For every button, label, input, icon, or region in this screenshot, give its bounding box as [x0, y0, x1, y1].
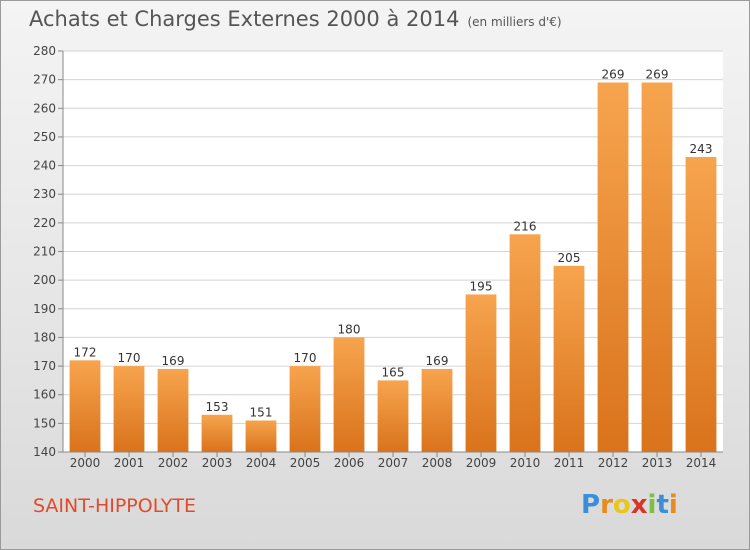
proxiti-logo[interactable]: Proxiti — [581, 490, 678, 520]
bar — [509, 234, 541, 452]
bar — [69, 360, 101, 452]
x-tick-label: 2003 — [202, 456, 233, 470]
x-tick-label: 2002 — [158, 456, 189, 470]
logo-letter: r — [600, 490, 613, 520]
x-tick-label: 2005 — [290, 456, 321, 470]
data-label: 153 — [206, 400, 229, 414]
x-tick-label: 2012 — [598, 456, 629, 470]
chart-unit: (en milliers d'€) — [467, 15, 562, 29]
y-tick-label: 230 — [33, 187, 56, 201]
bar — [641, 82, 673, 452]
data-label: 169 — [162, 354, 185, 368]
y-tick-label: 200 — [33, 273, 56, 287]
y-tick-label: 180 — [33, 330, 56, 344]
bar-layer — [69, 82, 717, 457]
logo-letter: i — [647, 490, 657, 520]
commune-name: SAINT-HIPPOLYTE — [33, 495, 196, 517]
bar — [333, 337, 365, 452]
y-tick-label: 240 — [33, 159, 56, 173]
bar — [377, 380, 409, 452]
data-label: 170 — [294, 351, 317, 365]
bar — [597, 82, 629, 452]
data-label: 205 — [558, 251, 581, 265]
y-tick-label: 220 — [33, 216, 56, 230]
bar — [113, 366, 145, 452]
bar — [201, 414, 233, 452]
logo-letter: P — [581, 490, 601, 520]
y-tick-label: 140 — [33, 445, 56, 459]
data-label: 169 — [426, 354, 449, 368]
x-tick-label: 2010 — [510, 456, 541, 470]
x-tick-label: 2008 — [422, 456, 453, 470]
label-layer: 172 2000 170 2001 169 2002 153 2003 151 2004 170 20… — [70, 68, 717, 470]
x-tick-label: 2001 — [114, 456, 145, 470]
chart-title-text: Achats et Charges Externes 2000 à 2014 — [29, 7, 460, 31]
data-label: 243 — [690, 142, 713, 156]
data-label: 165 — [382, 365, 405, 379]
y-tick-label: 210 — [33, 245, 56, 259]
y-tick-label: 150 — [33, 416, 56, 430]
data-label: 195 — [470, 279, 493, 293]
data-label: 170 — [118, 351, 141, 365]
y-tick-label: 280 — [33, 44, 56, 58]
data-label: 151 — [250, 405, 273, 419]
y-tick-label: 260 — [33, 101, 56, 115]
x-tick-label: 2006 — [334, 456, 365, 470]
logo-letter: t — [656, 490, 669, 520]
data-label: 269 — [646, 68, 669, 82]
y-tick-label: 190 — [33, 302, 56, 316]
bar — [553, 265, 585, 452]
x-tick-label: 2014 — [686, 456, 717, 470]
data-label: 180 — [338, 322, 361, 336]
chart-title: Achats et Charges Externes 2000 à 2014 (e… — [29, 7, 562, 31]
y-tick-label: 170 — [33, 359, 56, 373]
data-label: 216 — [514, 219, 537, 233]
data-label: 172 — [74, 345, 97, 359]
x-tick-label: 2011 — [554, 456, 585, 470]
data-label: 269 — [602, 68, 625, 82]
bar — [245, 420, 277, 452]
logo-letter: x — [630, 490, 648, 520]
logo-letter: o — [612, 490, 631, 520]
x-tick-label: 2004 — [246, 456, 277, 470]
x-tick-label: 2000 — [70, 456, 101, 470]
logo-letter: i — [668, 490, 678, 520]
y-tick-label: 160 — [33, 388, 56, 402]
x-tick-label: 2009 — [466, 456, 497, 470]
bar — [289, 366, 321, 452]
bar — [685, 156, 717, 452]
y-tick-label: 250 — [33, 130, 56, 144]
x-tick-label: 2013 — [642, 456, 673, 470]
bar — [421, 368, 453, 452]
x-tick-label: 2007 — [378, 456, 409, 470]
bar — [157, 368, 189, 452]
bar — [465, 294, 497, 452]
y-tick-label: 270 — [33, 73, 56, 87]
